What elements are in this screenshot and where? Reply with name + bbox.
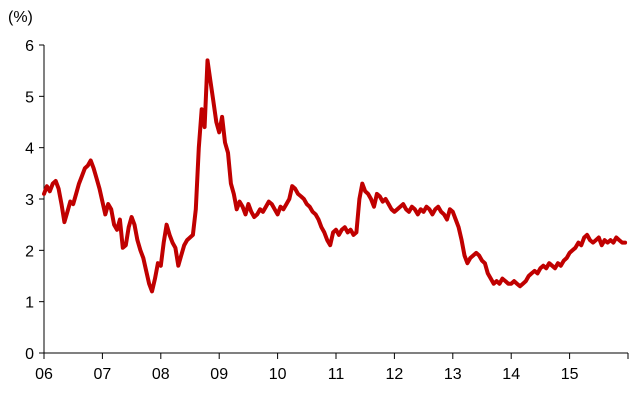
x-tick-label: 13: [444, 366, 462, 383]
y-tick-label: 2: [25, 243, 34, 260]
x-tick-label: 08: [152, 366, 170, 383]
y-tick-label: 1: [25, 295, 34, 312]
y-tick-label: 5: [25, 89, 34, 106]
x-tick-label: 07: [94, 366, 112, 383]
series-group: [42, 58, 628, 294]
x-tick-label: 12: [386, 366, 404, 383]
x-tick-label: 09: [210, 366, 228, 383]
y-tick-label: 3: [25, 192, 34, 209]
y-tick-label: 0: [25, 346, 34, 363]
axes: [43, 45, 628, 354]
y-unit-label: (%): [8, 9, 33, 26]
x-tick-label: 15: [561, 366, 579, 383]
y-tick-label: 4: [25, 141, 34, 158]
y-tick-label: 6: [25, 38, 34, 55]
x-tick-label: 10: [269, 366, 287, 383]
series-line: [42, 58, 628, 294]
x-tick-label: 06: [35, 366, 53, 383]
x-tick-label: 14: [502, 366, 520, 383]
y-tick-group: 0 1 2 3 4 5 6: [25, 38, 44, 363]
x-tick-label: 11: [328, 366, 345, 383]
x-tick-group: 06 07 08 09 10 11 12 13 14 15: [35, 353, 629, 383]
